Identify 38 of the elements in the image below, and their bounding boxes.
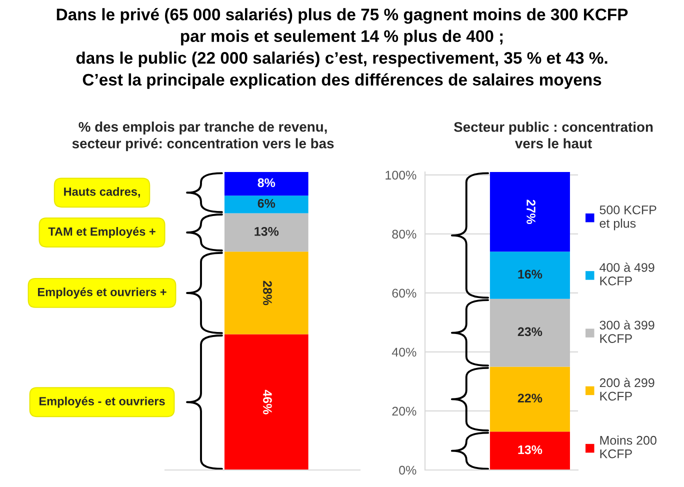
text: TAM et Employés + (48, 226, 156, 238)
bar (224, 196, 308, 214)
data-label: 13% (254, 226, 279, 236)
text: Dans le privé (65 000 salariés) plus de 75 % gagnent moins de 300 KCFP par mois et seulement 14 % plus de 400 ; dans le public (22 000 salariés) c’est, respectivement, 35 % et 43 %. C’est la principale explication des différences de salaires moyens (56, 8, 628, 89)
legend-label: Moins 200 KCFP (600, 436, 656, 458)
y-tick-label: 60% (392, 288, 416, 298)
legend-label: 200 à 299 KCFP (600, 378, 654, 401)
text: Employés et ouvriers + (38, 287, 166, 299)
bar (490, 366, 570, 432)
bar (224, 252, 308, 334)
legend-label: 500 KCFP et plus (600, 205, 656, 230)
data-label: 8% (258, 178, 276, 188)
y-tick-label: 0% (399, 466, 416, 475)
y-tick-label: 40% (392, 348, 416, 357)
data-label: 22% (518, 394, 542, 403)
bar (490, 298, 570, 367)
bar (490, 432, 570, 470)
data-label: 46% (263, 390, 272, 414)
legend-label: 400 à 499 KCFP (600, 262, 654, 286)
chart-title: Secteur public : concentration vers le haut (454, 122, 653, 148)
text: Hauts cadres, (64, 187, 140, 198)
y-tick-label: 100% (386, 170, 416, 180)
text: Employés - et ouvriers (39, 396, 165, 408)
data-label: 28% (263, 280, 272, 306)
bar (490, 172, 570, 252)
bar (490, 252, 570, 299)
y-tick-label: 80% (392, 230, 416, 239)
bar (224, 334, 308, 470)
data-label: 27% (526, 200, 536, 224)
data-label: 16% (518, 270, 542, 279)
y-tick-label: 20% (392, 406, 416, 416)
data-label: 23% (518, 327, 542, 336)
legend-label: 300 à 399 KCFP (600, 320, 654, 344)
chart-subtitle: % des emplois par tranche de revenu, secteur privé: concentration vers le bas (72, 122, 334, 152)
bar (224, 213, 308, 252)
bar (224, 172, 308, 196)
data-label: 6% (258, 198, 276, 208)
data-label: 13% (518, 445, 542, 454)
